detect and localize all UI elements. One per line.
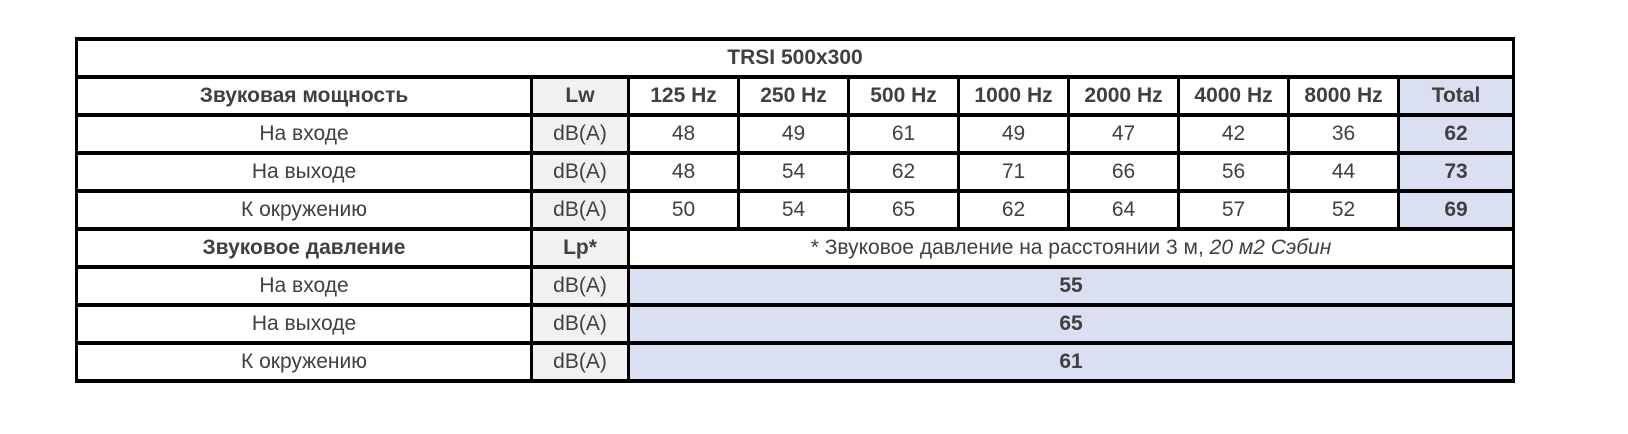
pressure-row-surroundings: К окружению dB(A) 61 — [75, 341, 1516, 383]
freq-header-500: 500 Hz — [847, 75, 960, 117]
power-row-surroundings: К окружению dB(A) 50 54 65 62 64 57 52 6… — [75, 189, 1516, 231]
value-cell: 54 — [737, 189, 850, 231]
pressure-value-cell: 61 — [626, 341, 1516, 383]
unit-cell: dB(A) — [530, 303, 630, 345]
value-cell: 47 — [1067, 113, 1180, 155]
value-cell: 48 — [627, 113, 740, 155]
title-row: TRSI 500x300 — [74, 37, 1516, 79]
value-cell: 62 — [957, 189, 1070, 231]
section-header-power: Звуковая мощность — [75, 75, 533, 117]
value-cell: 61 — [847, 113, 960, 155]
note-text-regular: * Звуковое давление на расстоянии 3 м, — [810, 236, 1204, 259]
unit-cell: dB(A) — [530, 341, 630, 383]
row-label: На выходе — [75, 303, 533, 345]
row-label: На выходе — [75, 151, 533, 193]
freq-header-4000: 4000 Hz — [1177, 75, 1290, 117]
total-header: Total — [1396, 75, 1516, 117]
unit-header-lw: Lw — [530, 75, 630, 117]
value-cell: 57 — [1177, 189, 1290, 231]
power-row-inlet: На входе dB(A) 48 49 61 49 47 42 36 62 — [75, 113, 1516, 155]
value-cell: 71 — [957, 151, 1070, 193]
pressure-value-cell: 55 — [626, 265, 1516, 307]
row-label: На входе — [75, 265, 533, 307]
value-cell: 44 — [1287, 151, 1400, 193]
table-title: TRSI 500x300 — [74, 37, 1516, 79]
value-cell: 65 — [847, 189, 960, 231]
note-text-italic: 20 м2 Сэбин — [1209, 236, 1332, 259]
freq-header-8000: 8000 Hz — [1287, 75, 1400, 117]
acoustic-table: TRSI 500x300 Звуковая мощность Lw 125 Hz… — [74, 37, 1516, 383]
value-cell: 36 — [1287, 113, 1400, 155]
power-row-outlet: На выходе dB(A) 48 54 62 71 66 56 44 73 — [75, 151, 1516, 193]
value-cell: 64 — [1067, 189, 1180, 231]
pressure-row-inlet: На входе dB(A) 55 — [75, 265, 1516, 307]
value-cell: 50 — [627, 189, 740, 231]
unit-cell: dB(A) — [530, 151, 630, 193]
value-cell: 66 — [1067, 151, 1180, 193]
row-label: К окружению — [75, 189, 533, 231]
value-cell: 54 — [737, 151, 850, 193]
acoustic-data-panel: TRSI 500x300 Звуковая мощность Lw 125 Hz… — [74, 37, 1516, 383]
unit-cell: dB(A) — [530, 113, 630, 155]
pressure-value-cell: 65 — [626, 303, 1516, 345]
value-cell: 48 — [627, 151, 740, 193]
value-cell: 49 — [957, 113, 1070, 155]
freq-header-2000: 2000 Hz — [1067, 75, 1180, 117]
pressure-note: * Звуковое давление на расстоянии 3 м, 2… — [626, 227, 1516, 269]
row-label: К окружению — [75, 341, 533, 383]
freq-header-1000: 1000 Hz — [957, 75, 1070, 117]
total-cell: 73 — [1396, 151, 1516, 193]
power-header-row: Звуковая мощность Lw 125 Hz 250 Hz 500 H… — [75, 75, 1516, 117]
row-label: На входе — [75, 113, 533, 155]
pressure-row-outlet: На выходе dB(A) 65 — [75, 303, 1516, 345]
value-cell: 42 — [1177, 113, 1290, 155]
freq-header-250: 250 Hz — [737, 75, 850, 117]
pressure-header-row: Звуковое давление Lp* * Звуковое давлени… — [75, 227, 1516, 269]
total-cell: 62 — [1396, 113, 1516, 155]
unit-cell: dB(A) — [530, 265, 630, 307]
freq-header-125: 125 Hz — [627, 75, 740, 117]
section-header-pressure: Звуковое давление — [75, 227, 533, 269]
value-cell: 56 — [1177, 151, 1290, 193]
value-cell: 62 — [847, 151, 960, 193]
total-cell: 69 — [1396, 189, 1516, 231]
value-cell: 49 — [737, 113, 850, 155]
unit-cell: dB(A) — [530, 189, 630, 231]
value-cell: 52 — [1287, 189, 1400, 231]
unit-header-lp: Lp* — [530, 227, 630, 269]
